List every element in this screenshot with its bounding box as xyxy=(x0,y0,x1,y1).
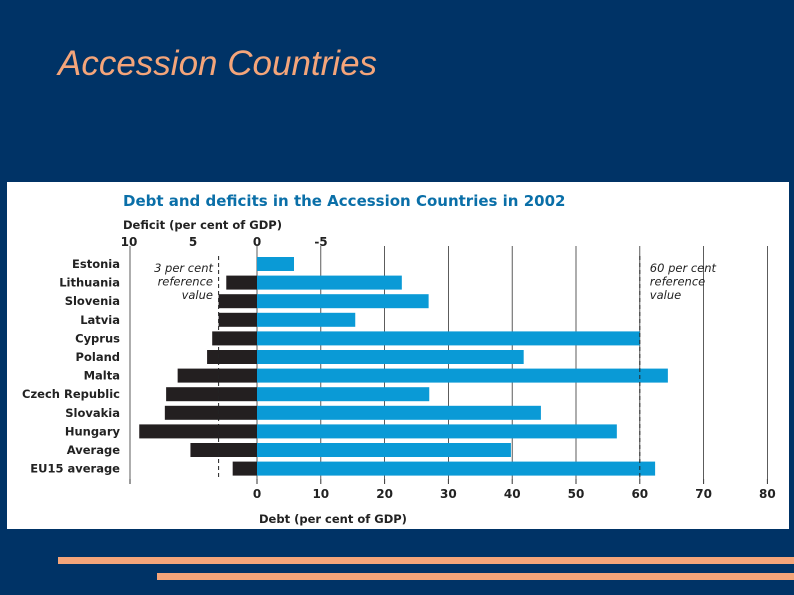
debt-deficit-chart: Debt and deficits in the Accession Count… xyxy=(22,192,776,526)
reference-annotation: value xyxy=(182,288,213,302)
chart-panel: Debt and deficits in the Accession Count… xyxy=(7,182,789,529)
debt-tick-label: 40 xyxy=(504,487,521,501)
debt-tick-label: 70 xyxy=(695,487,712,501)
category-label: Lithuania xyxy=(59,276,120,290)
debt-bar xyxy=(257,405,541,420)
slide-title: Accession Countries xyxy=(58,44,378,83)
debt-bar xyxy=(257,443,511,457)
category-label: Slovakia xyxy=(65,406,120,420)
reference-annotation: reference xyxy=(158,275,213,289)
debt-bar xyxy=(257,294,429,309)
deficit-bar xyxy=(139,424,257,439)
debt-tick-label: 20 xyxy=(376,487,393,501)
reference-annotation: value xyxy=(650,288,681,302)
deficit-bar xyxy=(212,331,257,346)
category-label: Malta xyxy=(84,369,120,383)
category-label: Average xyxy=(67,443,120,457)
category-label: Estonia xyxy=(72,257,120,271)
category-label: EU15 average xyxy=(30,462,120,476)
debt-bar xyxy=(257,387,430,402)
debt-bar xyxy=(257,350,524,364)
deficit-bar xyxy=(190,443,257,457)
deficit-bar xyxy=(218,312,257,327)
deficit-bar xyxy=(226,275,257,290)
category-label: Poland xyxy=(76,350,120,364)
decorative-stripe-top xyxy=(58,557,794,564)
reference-annotation: 60 per cent xyxy=(650,261,717,275)
debt-tick-label: 30 xyxy=(440,487,457,501)
deficit-bar xyxy=(177,368,257,383)
category-label: Hungary xyxy=(65,424,121,438)
deficit-tick-label: 5 xyxy=(189,235,197,249)
debt-axis-label: Debt (per cent of GDP) xyxy=(259,512,407,526)
debt-bar xyxy=(257,331,640,346)
debt-tick-label: 10 xyxy=(312,487,329,501)
deficit-bar xyxy=(207,350,257,364)
debt-tick-label: 80 xyxy=(759,487,776,501)
decorative-stripe-bottom xyxy=(157,573,794,580)
debt-bar xyxy=(257,275,402,290)
category-label: Cyprus xyxy=(75,331,120,345)
debt-bar xyxy=(257,424,617,439)
reference-annotation: reference xyxy=(650,275,705,289)
category-label: Czech Republic xyxy=(22,387,120,401)
category-label: Slovenia xyxy=(65,294,120,308)
debt-bar xyxy=(257,461,656,476)
debt-bar xyxy=(257,312,356,327)
deficit-tick-label: 0 xyxy=(253,235,261,249)
debt-bar xyxy=(257,368,668,383)
deficit-tick-label: -5 xyxy=(314,235,327,249)
deficit-axis-label: Deficit (per cent of GDP) xyxy=(123,218,282,232)
deficit-bar xyxy=(164,405,257,420)
deficit-bar xyxy=(166,387,257,402)
debt-tick-label: 60 xyxy=(631,487,648,501)
debt-tick-label: 50 xyxy=(568,487,585,501)
debt-tick-label: 0 xyxy=(253,487,261,501)
chart-title: Debt and deficits in the Accession Count… xyxy=(123,192,565,210)
deficit-tick-label: 10 xyxy=(121,235,138,249)
category-label: Latvia xyxy=(80,313,120,327)
reference-annotation: 3 per cent xyxy=(154,261,213,275)
debt-bar xyxy=(257,257,295,271)
deficit-bar xyxy=(218,294,257,309)
deficit-bar xyxy=(232,461,257,476)
